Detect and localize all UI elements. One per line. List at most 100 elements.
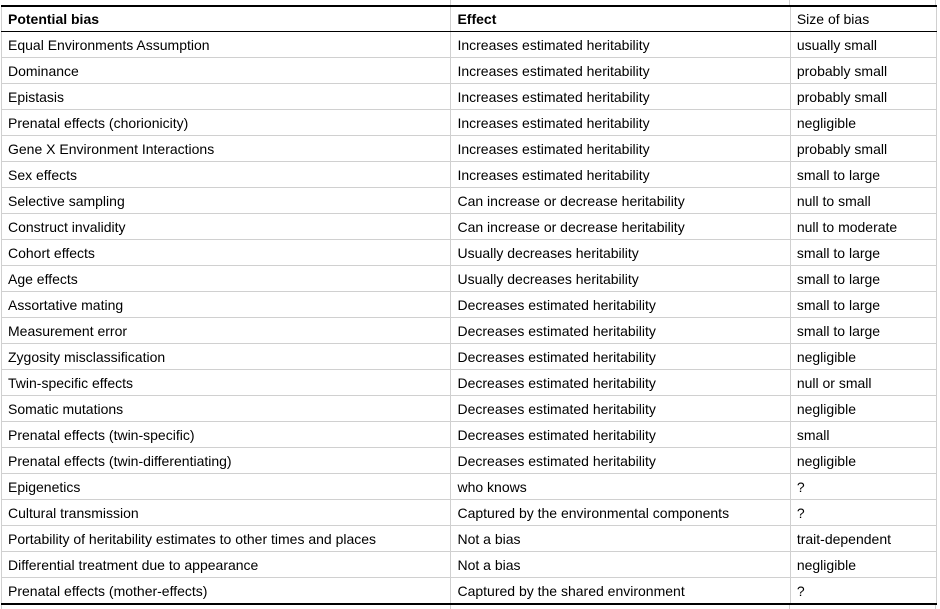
cell-size-of-bias: small to large <box>789 291 938 318</box>
table-row: Assortative mating Decreases estimated h… <box>0 291 938 318</box>
cell-size-of-bias: probably small <box>789 135 938 162</box>
table-row: Age effects Usually decreases heritabili… <box>0 265 938 292</box>
table-row: Twin-specific effects Decreases estimate… <box>0 369 938 396</box>
cell-potential-bias: Cohort effects <box>0 239 452 266</box>
cell-potential-bias: Dominance <box>0 57 452 84</box>
heritability-bias-table: Potential bias Effect Size of bias Equal… <box>0 5 938 605</box>
cell-size-of-bias: null to moderate <box>789 213 938 240</box>
table-row: Zygosity misclassification Decreases est… <box>0 343 938 370</box>
cell-size-of-bias: small to large <box>789 239 938 266</box>
cell-size-of-bias: ? <box>789 499 938 526</box>
table-row: Prenatal effects (twin-differentiating) … <box>0 447 938 474</box>
column-header-effect: Effect <box>450 6 791 32</box>
gridline-sliver-bottom <box>0 605 940 609</box>
cell-potential-bias: Portability of heritability estimates to… <box>0 525 452 552</box>
cell-effect: Increases estimated heritability <box>450 57 791 84</box>
cell-potential-bias: Twin-specific effects <box>0 369 452 396</box>
table-row: Sex effects Increases estimated heritabi… <box>0 161 938 188</box>
cell-effect: Decreases estimated heritability <box>450 343 791 370</box>
cell-effect: Increases estimated heritability <box>450 161 791 188</box>
column-header-potential-bias: Potential bias <box>0 6 452 32</box>
cell-size-of-bias: ? <box>789 577 938 604</box>
cell-effect: Not a bias <box>450 551 791 578</box>
cell-potential-bias: Sex effects <box>0 161 452 188</box>
cell-size-of-bias: negligible <box>789 109 938 136</box>
gridline-stub <box>1 605 2 609</box>
gridline-stub <box>935 0 936 5</box>
cell-size-of-bias: probably small <box>789 57 938 84</box>
table-row: Prenatal effects (twin-specific) Decreas… <box>0 421 938 448</box>
cell-size-of-bias: small to large <box>789 317 938 344</box>
table-row: Dominance Increases estimated heritabili… <box>0 57 938 84</box>
cell-potential-bias: Somatic mutations <box>0 395 452 422</box>
cell-effect: who knows <box>450 473 791 500</box>
cell-effect: Decreases estimated heritability <box>450 369 791 396</box>
cell-size-of-bias: negligible <box>789 395 938 422</box>
table-row: Measurement error Decreases estimated he… <box>0 317 938 344</box>
cell-effect: Decreases estimated heritability <box>450 317 791 344</box>
cell-size-of-bias: negligible <box>789 447 938 474</box>
table-body: Equal Environments Assumption Increases … <box>0 31 938 604</box>
cell-size-of-bias: ? <box>789 473 938 500</box>
cell-effect: Decreases estimated heritability <box>450 421 791 448</box>
cell-potential-bias: Zygosity misclassification <box>0 343 452 370</box>
cell-potential-bias: Assortative mating <box>0 291 452 318</box>
table-row: Somatic mutations Decreases estimated he… <box>0 395 938 422</box>
cell-effect: Captured by the shared environment <box>450 577 791 604</box>
gridline-stub <box>789 605 790 609</box>
cell-potential-bias: Construct invalidity <box>0 213 452 240</box>
cell-effect: Can increase or decrease heritability <box>450 187 791 214</box>
table-row: Prenatal effects (mother-effects) Captur… <box>0 577 938 604</box>
cell-size-of-bias: probably small <box>789 83 938 110</box>
cell-effect: Captured by the environmental components <box>450 499 791 526</box>
cell-potential-bias: Differential treatment due to appearance <box>0 551 452 578</box>
cell-size-of-bias: usually small <box>789 31 938 58</box>
cell-effect: Increases estimated heritability <box>450 31 791 58</box>
table-row: Gene X Environment Interactions Increase… <box>0 135 938 162</box>
cell-size-of-bias: null to small <box>789 187 938 214</box>
cell-potential-bias: Cultural transmission <box>0 499 452 526</box>
cell-potential-bias: Equal Environments Assumption <box>0 31 452 58</box>
cell-effect: Decreases estimated heritability <box>450 395 791 422</box>
cell-potential-bias: Prenatal effects (chorionicity) <box>0 109 452 136</box>
gridline-stub <box>935 605 936 609</box>
column-header-size-of-bias: Size of bias <box>789 6 938 32</box>
gridline-stub <box>450 605 451 609</box>
cell-potential-bias: Age effects <box>0 265 452 292</box>
cell-effect: Increases estimated heritability <box>450 135 791 162</box>
table-row: Prenatal effects (chorionicity) Increase… <box>0 109 938 136</box>
table-row: Construct invalidity Can increase or dec… <box>0 213 938 240</box>
gridline-stub <box>450 0 451 5</box>
cell-size-of-bias: negligible <box>789 551 938 578</box>
cell-potential-bias: Prenatal effects (twin-differentiating) <box>0 447 452 474</box>
cell-size-of-bias: small <box>789 421 938 448</box>
cell-effect: Increases estimated heritability <box>450 109 791 136</box>
gridline-stub <box>789 0 790 5</box>
table-row: Differential treatment due to appearance… <box>0 551 938 578</box>
header-row: Potential bias Effect Size of bias <box>0 6 938 32</box>
table-row: Epistasis Increases estimated heritabili… <box>0 83 938 110</box>
table-row: Cultural transmission Captured by the en… <box>0 499 938 526</box>
table-row: Equal Environments Assumption Increases … <box>0 31 938 58</box>
table-row: Selective sampling Can increase or decre… <box>0 187 938 214</box>
cell-potential-bias: Epigenetics <box>0 473 452 500</box>
cell-size-of-bias: small to large <box>789 265 938 292</box>
cell-size-of-bias: trait-dependent <box>789 525 938 552</box>
cell-effect: Increases estimated heritability <box>450 83 791 110</box>
cell-effect: Not a bias <box>450 525 791 552</box>
cell-potential-bias: Gene X Environment Interactions <box>0 135 452 162</box>
cell-potential-bias: Selective sampling <box>0 187 452 214</box>
cell-effect: Can increase or decrease heritability <box>450 213 791 240</box>
table-row: Cohort effects Usually decreases heritab… <box>0 239 938 266</box>
cell-size-of-bias: null or small <box>789 369 938 396</box>
gridline-sliver-top <box>0 0 940 5</box>
cell-effect: Usually decreases heritability <box>450 239 791 266</box>
cell-potential-bias: Epistasis <box>0 83 452 110</box>
table-row: Portability of heritability estimates to… <box>0 525 938 552</box>
cell-effect: Decreases estimated heritability <box>450 447 791 474</box>
table-row: Epigenetics who knows ? <box>0 473 938 500</box>
cell-size-of-bias: small to large <box>789 161 938 188</box>
cell-size-of-bias: negligible <box>789 343 938 370</box>
cell-potential-bias: Measurement error <box>0 317 452 344</box>
